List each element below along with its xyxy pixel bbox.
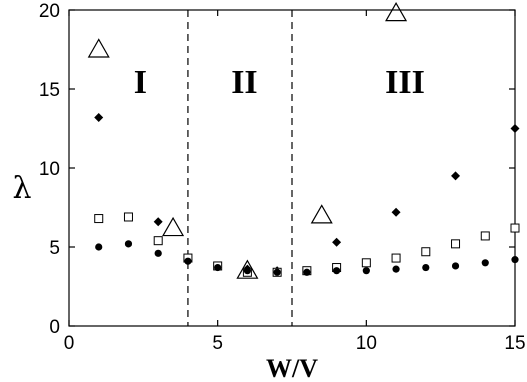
square-marker — [94, 214, 104, 224]
circle-marker — [511, 256, 519, 264]
square-marker — [153, 236, 163, 246]
circle-marker — [362, 267, 370, 275]
triangle-marker — [236, 259, 259, 279]
triangle-marker — [310, 204, 333, 224]
x-tick-label: 15 — [504, 333, 525, 354]
square-marker — [361, 258, 371, 268]
square-marker — [451, 239, 461, 249]
diamond-marker — [332, 237, 342, 247]
y-tick-label: 10 — [39, 159, 60, 180]
circle-marker — [422, 263, 430, 272]
data-points — [87, 1, 520, 279]
square-marker — [510, 223, 520, 233]
circle-marker — [392, 265, 400, 273]
region-dividers — [187, 10, 293, 326]
diamond-marker — [94, 112, 104, 122]
circle-marker — [273, 268, 281, 276]
circle-marker — [214, 263, 222, 272]
region-label: I — [134, 64, 147, 101]
y-tick-label: 15 — [39, 80, 60, 101]
circle-marker — [451, 262, 460, 270]
diamond-marker — [510, 124, 520, 133]
x-tick-label: 10 — [356, 333, 377, 354]
diamond-marker — [391, 207, 401, 217]
y-tick-label: 20 — [39, 1, 60, 22]
y-axis-label: λ — [12, 171, 31, 206]
square-marker — [391, 253, 401, 263]
circle-marker — [154, 249, 162, 257]
triangle-marker — [162, 216, 185, 237]
region-label: III — [385, 64, 425, 101]
square-marker — [421, 247, 431, 257]
region-label: II — [231, 64, 257, 101]
y-tick-label: 5 — [49, 238, 60, 259]
triangle-marker — [385, 1, 408, 22]
square-marker — [123, 212, 133, 222]
diamond-marker — [451, 171, 461, 181]
circle-marker — [124, 240, 133, 248]
circle-marker — [481, 259, 489, 267]
circle-marker — [333, 267, 341, 275]
triangle-marker — [87, 38, 110, 58]
x-tick-label: 0 — [64, 333, 75, 354]
y-tick-label: 0 — [49, 317, 60, 338]
circle-marker — [184, 257, 192, 265]
axis-ticks: 0 5 10 15 0 5 10 15 20 — [39, 1, 526, 354]
x-tick-label: 5 — [212, 333, 223, 354]
diamond-marker — [153, 217, 163, 227]
circle-marker — [243, 267, 251, 275]
circle-marker — [303, 268, 311, 276]
x-axis-label: W/V — [266, 354, 318, 382]
region-labels: I II III — [134, 64, 425, 101]
square-marker — [480, 231, 490, 241]
circle-marker — [95, 243, 103, 251]
